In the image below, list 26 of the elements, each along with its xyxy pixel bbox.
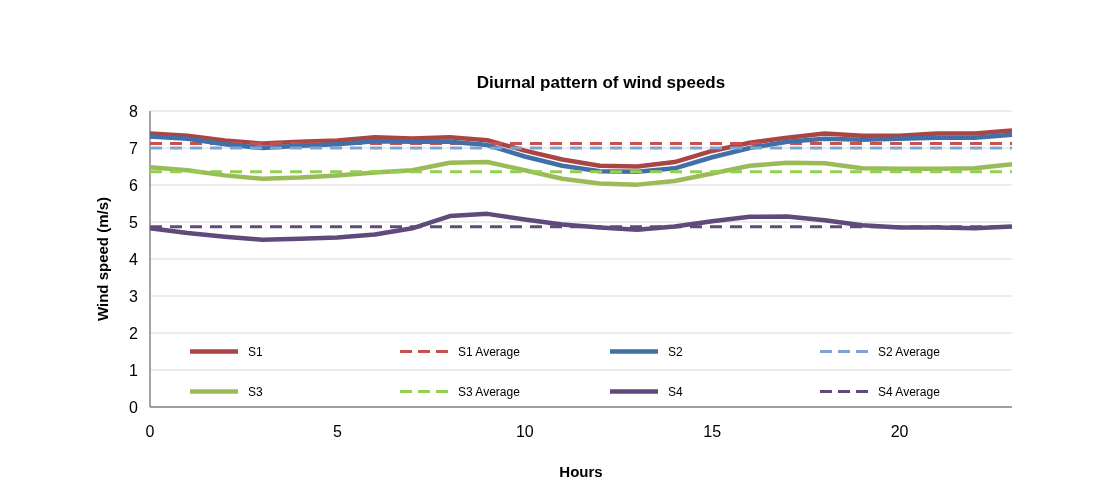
x-tick-label: 10	[515, 423, 534, 440]
y-tick-label: 7	[129, 139, 139, 157]
line-series	[147, 159, 1015, 187]
y-tick-label: 3	[129, 287, 139, 305]
x-tick-label: 15	[703, 423, 722, 440]
y-tick-label: 5	[129, 213, 139, 231]
legend-label: S3	[248, 384, 263, 399]
legend-label: S4	[668, 384, 683, 399]
legend-label: S2	[668, 344, 683, 359]
y-tick-label: 6	[129, 176, 139, 194]
y-tick-label: 4	[129, 250, 139, 268]
legend-label: S4 Average	[878, 384, 941, 399]
x-tick-label: 20	[890, 423, 909, 440]
legend-label: S1 Average	[458, 344, 521, 359]
y-tick-label: 2	[129, 324, 139, 342]
y-tick-label: 1	[129, 361, 139, 379]
chart-title: Diurnal pattern of wind speeds	[476, 73, 726, 92]
legend-label: S1	[248, 344, 263, 359]
y-axis-title: Wind speed (m/s)	[94, 196, 111, 322]
x-tick-label: 0	[145, 423, 155, 440]
legend-label: S3 Average	[458, 384, 521, 399]
y-tick-label: 8	[129, 102, 139, 120]
x-tick-label: 5	[332, 423, 342, 440]
x-axis-title: Hours	[559, 463, 603, 480]
y-tick-label: 0	[129, 398, 139, 416]
legend-label: S2 Average	[878, 344, 941, 359]
